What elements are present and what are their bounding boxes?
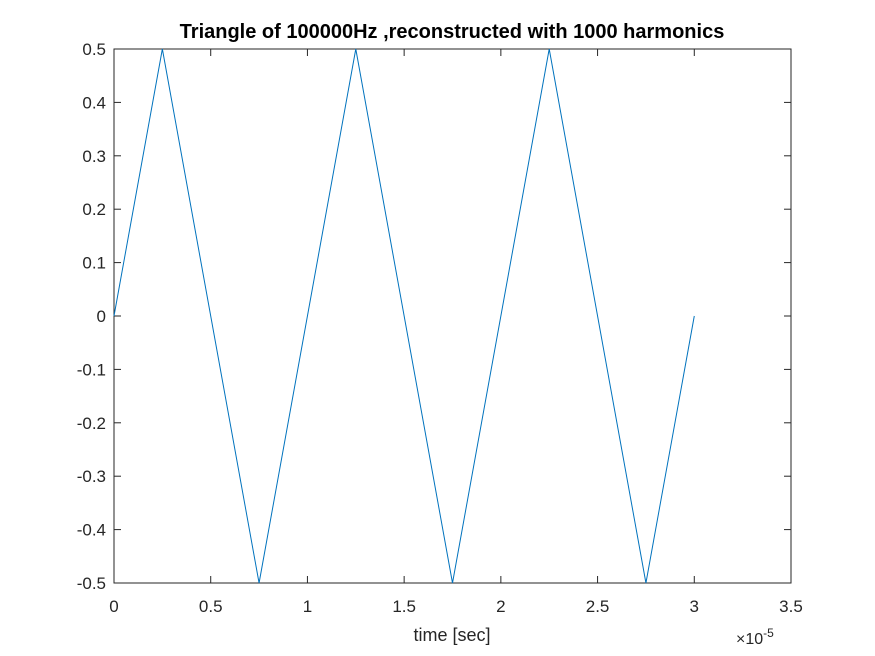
y-tick-label: 0 — [97, 307, 106, 326]
y-tick-label: 0.4 — [82, 93, 106, 112]
data-point — [355, 49, 356, 50]
plot-area — [113, 48, 792, 584]
x-tick-label: 1 — [303, 597, 312, 616]
x-tick-label: 2 — [496, 597, 505, 616]
x-tick-label: 3.5 — [779, 597, 803, 616]
x-tick-label: 2.5 — [586, 597, 610, 616]
series-layer — [113, 48, 695, 584]
axis-ticks: 0 0.5 1 1.5 2 2.5 3 3.5 -0.5 -0.4 -0.3 -0.2 -0.1 0 0.1… — [77, 40, 803, 616]
y-tick-label: 0.3 — [82, 147, 106, 166]
x-tick-label: 3 — [690, 597, 699, 616]
y-tick-label: -0.2 — [77, 414, 106, 433]
x-exponent-label: ×10-5 — [736, 626, 774, 648]
x-tick-label: 0 — [109, 597, 118, 616]
data-point — [259, 583, 260, 584]
data-point — [549, 49, 550, 50]
y-tick-label: 0.1 — [82, 254, 106, 273]
x-tick-label: 0.5 — [199, 597, 223, 616]
x-tick-label: 1.5 — [392, 597, 416, 616]
data-point — [162, 49, 163, 50]
data-point — [452, 583, 453, 584]
x-exponent-base: ×10 — [736, 631, 763, 648]
data-point — [114, 316, 115, 317]
data-point — [645, 583, 646, 584]
data-point — [694, 316, 695, 317]
series-line — [113, 48, 695, 584]
chart-title: Triangle of 100000Hz ,reconstructed with… — [180, 21, 725, 43]
x-exponent-power: -5 — [763, 626, 774, 640]
y-tick-label: -0.4 — [77, 521, 106, 540]
y-tick-label: -0.5 — [77, 574, 106, 593]
x-axis-label: time [sec] — [413, 625, 490, 645]
y-tick-label: -0.3 — [77, 467, 106, 486]
y-tick-label: 0.2 — [82, 200, 106, 219]
y-tick-label: 0.5 — [82, 40, 106, 59]
y-tick-label: -0.1 — [77, 360, 106, 379]
